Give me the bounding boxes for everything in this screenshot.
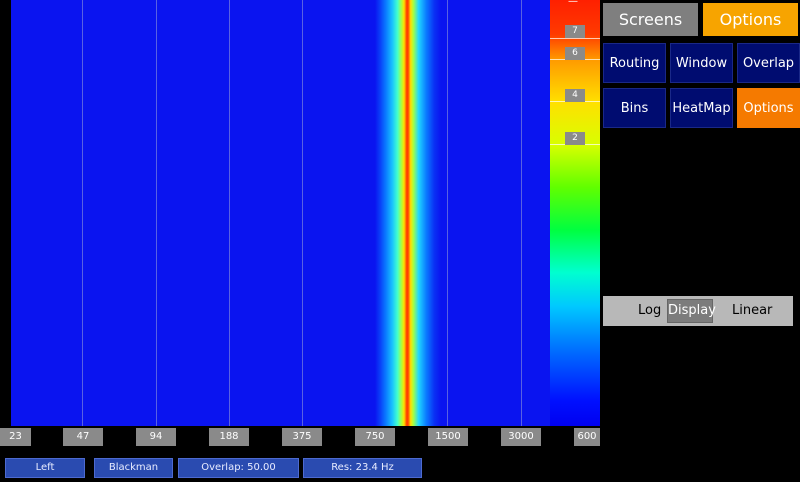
scale-tick: 6 <box>565 47 585 60</box>
scale-tick: 4 <box>565 89 585 102</box>
overlap-status[interactable]: Overlap: 50.00 <box>178 458 299 478</box>
window-status[interactable]: Blackman <box>94 458 173 478</box>
scale-line <box>550 38 600 39</box>
resolution-status[interactable]: Res: 23.4 Hz <box>303 458 422 478</box>
frequency-label: 600 <box>574 428 600 446</box>
grid-line <box>302 0 303 426</box>
grid-line <box>82 0 83 426</box>
scale-tick: 7 <box>565 25 585 38</box>
options-button[interactable]: Options <box>737 88 800 128</box>
grid-line <box>229 0 230 426</box>
frequency-label: 750 <box>355 428 395 446</box>
frequency-axis: 23 47 94 188 375 750 1500 3000 600 <box>0 426 600 448</box>
frequency-label: 3000 <box>501 428 541 446</box>
frequency-label: 23 <box>0 428 31 446</box>
frequency-label: 188 <box>209 428 249 446</box>
scale-tick: 2 <box>565 132 585 145</box>
frequency-label: 1500 <box>428 428 468 446</box>
screens-tab[interactable]: Screens <box>603 3 698 36</box>
display-toggle-knob[interactable]: Display <box>667 299 716 323</box>
grid-line <box>521 0 522 426</box>
options-tab[interactable]: Options <box>703 3 798 36</box>
scale-top-mark: — <box>568 0 578 7</box>
spectrogram-plot <box>11 0 550 426</box>
channel-status[interactable]: Left <box>5 458 85 478</box>
log-label[interactable]: Log <box>638 303 662 318</box>
signal-band <box>375 0 441 426</box>
window-button[interactable]: Window <box>670 43 733 83</box>
overlap-button[interactable]: Overlap <box>737 43 800 83</box>
frequency-label: 47 <box>63 428 103 446</box>
frequency-label: 94 <box>136 428 176 446</box>
heatmap-button[interactable]: HeatMap <box>670 88 733 128</box>
bins-button[interactable]: Bins <box>603 88 666 128</box>
display-scale-toggle[interactable]: Log Display Linear <box>603 296 793 326</box>
grid-line <box>156 0 157 426</box>
linear-label[interactable]: Linear <box>732 303 773 318</box>
frequency-label: 375 <box>282 428 322 446</box>
color-scale: — 7 6 4 2 <box>550 0 600 426</box>
routing-button[interactable]: Routing <box>603 43 666 83</box>
grid-line <box>447 0 448 426</box>
